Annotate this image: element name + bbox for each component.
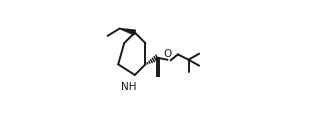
Text: NH: NH — [121, 82, 137, 92]
Text: O: O — [164, 49, 172, 59]
Polygon shape — [120, 29, 135, 35]
